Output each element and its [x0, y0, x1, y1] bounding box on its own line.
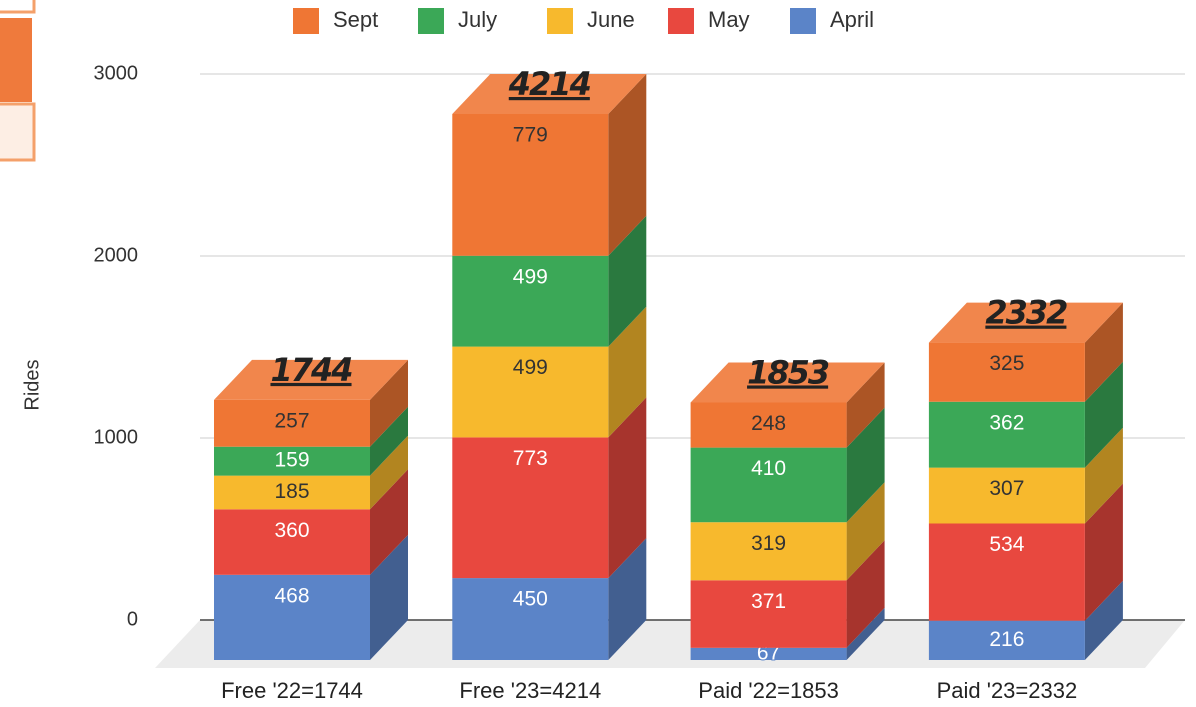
bar-side — [370, 359, 408, 447]
bar-segment — [452, 578, 609, 660]
bar-segment — [214, 446, 370, 476]
bar-top — [214, 359, 408, 400]
bar-side — [846, 607, 885, 660]
bar-segment — [452, 437, 609, 579]
x-tick-label: Paid '23=2332 — [937, 678, 1078, 703]
bar-side — [1084, 361, 1123, 468]
legend-swatch — [418, 8, 444, 34]
bar-segment — [452, 346, 609, 438]
bar-side — [370, 435, 408, 510]
bar-segment — [928, 523, 1085, 621]
bar-segment — [690, 522, 847, 581]
value-label: 468 — [274, 584, 309, 607]
bar-side — [846, 407, 885, 523]
side-panel — [0, 18, 32, 102]
value-label: 450 — [513, 588, 548, 611]
bar-side — [608, 215, 647, 347]
bar-segment — [928, 401, 1085, 468]
bar-side — [1084, 580, 1123, 660]
value-label: 360 — [274, 519, 309, 542]
legend-swatch — [547, 8, 573, 34]
value-label: 248 — [751, 412, 786, 435]
total-label: 1853 — [747, 353, 829, 391]
legend-label: June — [587, 7, 635, 32]
x-tick-label: Free '22=1744 — [221, 678, 363, 703]
bar-side — [846, 362, 885, 448]
total-label: 2332 — [985, 294, 1067, 332]
legend-label: Sept — [333, 7, 378, 32]
bar-segment — [928, 467, 1085, 524]
value-label: 362 — [989, 411, 1024, 434]
bar-side — [1084, 302, 1123, 402]
bar-side — [1084, 483, 1123, 621]
bar-segment — [690, 580, 847, 648]
value-label: 257 — [274, 409, 309, 432]
bar-segment — [452, 114, 609, 256]
floor — [155, 620, 1185, 668]
value-label: 307 — [989, 477, 1024, 500]
value-label: 216 — [989, 628, 1024, 651]
legend-swatch — [668, 8, 694, 34]
bar-side — [608, 306, 647, 438]
legend-label: July — [458, 7, 497, 32]
legend-label: May — [708, 7, 750, 32]
value-label: 410 — [751, 457, 786, 480]
bar-segment — [690, 402, 847, 448]
value-label: 499 — [513, 356, 548, 379]
bar-segment — [214, 509, 370, 575]
value-label: 773 — [513, 447, 548, 470]
bar-side — [370, 406, 408, 476]
bar-segment — [690, 647, 847, 660]
bar-segment — [214, 574, 370, 660]
total-label: 4214 — [508, 65, 591, 103]
value-label: 159 — [274, 449, 309, 472]
y-tick-label: 0 — [127, 608, 138, 630]
value-label: 499 — [513, 265, 548, 288]
side-panel — [0, 102, 36, 162]
bar-segment — [928, 620, 1085, 660]
bar-side — [608, 538, 647, 660]
legend-swatch — [293, 8, 319, 34]
bar-segment — [452, 255, 609, 347]
y-tick-label: 3000 — [94, 62, 139, 84]
legend-swatch — [790, 8, 816, 34]
bar-segment — [214, 399, 370, 447]
bar-segment — [214, 475, 370, 510]
value-label: 534 — [989, 533, 1024, 556]
bar-side — [846, 540, 885, 648]
y-tick-label: 2000 — [94, 244, 139, 266]
bar-side — [846, 482, 885, 581]
bar-side — [608, 397, 647, 579]
y-axis-label: Rides — [21, 359, 43, 410]
value-label: 371 — [751, 590, 786, 613]
bar-side — [608, 74, 647, 256]
legend-label: April — [830, 7, 874, 32]
bar-top — [928, 302, 1123, 343]
value-label: 325 — [989, 352, 1024, 375]
bar-side — [370, 534, 408, 660]
value-label: 319 — [751, 532, 786, 555]
x-tick-label: Free '23=4214 — [459, 678, 601, 703]
total-label: 1744 — [270, 351, 352, 389]
value-label: 185 — [274, 480, 309, 503]
bar-top — [690, 362, 885, 403]
x-tick-label: Paid '22=1853 — [698, 678, 839, 703]
side-panel — [0, 0, 36, 14]
bar-segment — [690, 447, 847, 523]
value-label: 779 — [513, 124, 548, 147]
bar-segment — [928, 342, 1085, 402]
bar-top — [452, 74, 647, 114]
y-tick-label: 1000 — [94, 426, 139, 448]
bar-side — [1084, 427, 1123, 524]
bar-side — [370, 469, 408, 575]
